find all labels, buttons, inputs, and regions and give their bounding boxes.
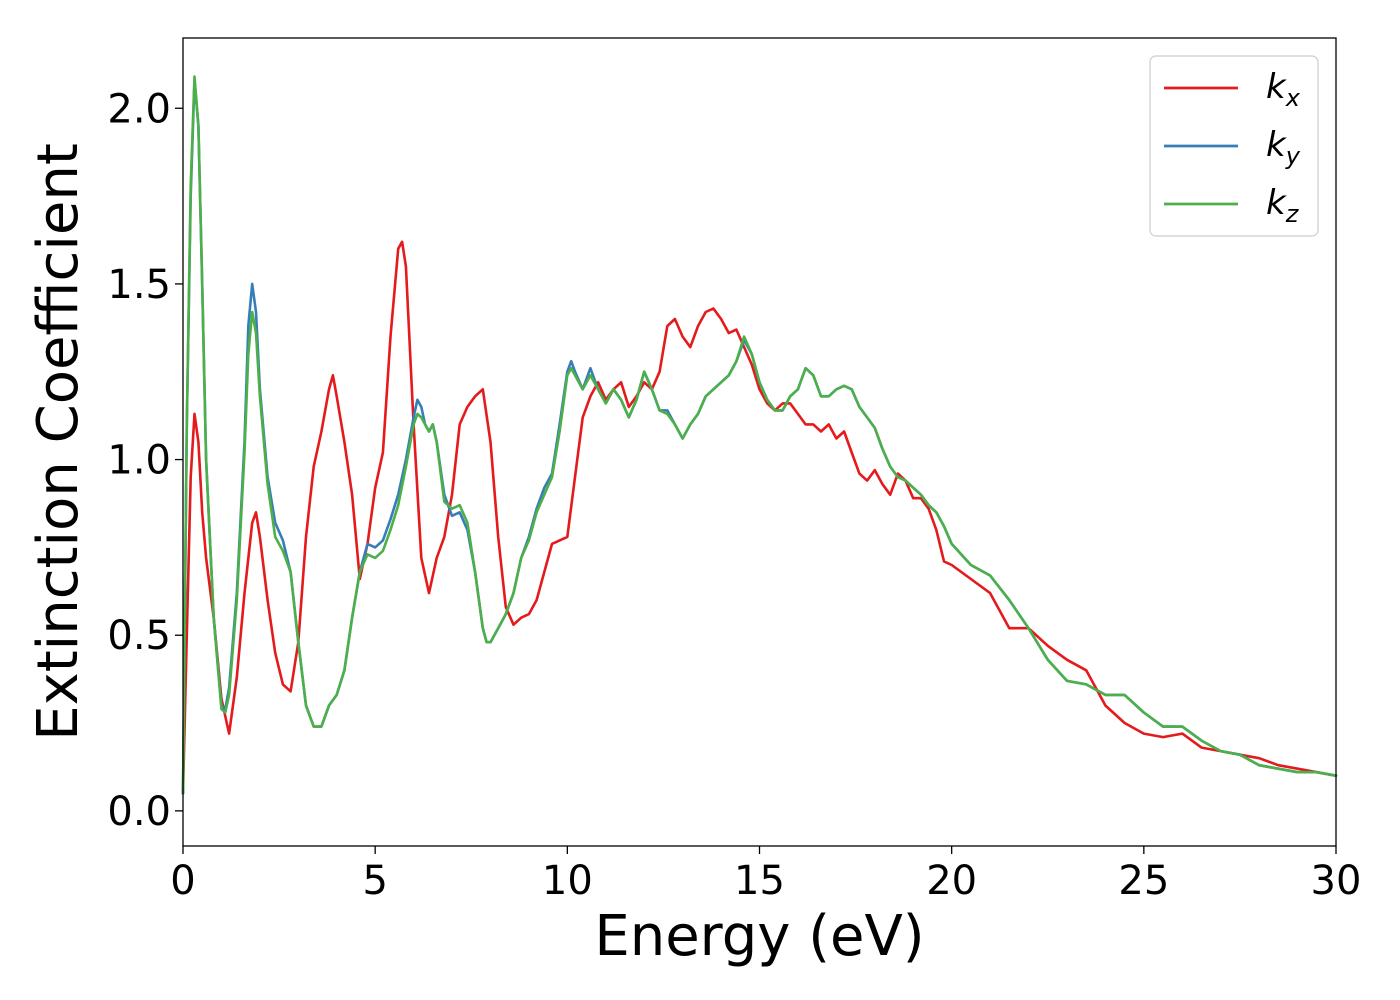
legend-label-k-z: kz [1266, 183, 1300, 228]
legend-label-base: k [1266, 183, 1287, 223]
x-tick-label: 15 [734, 858, 785, 904]
y-axis-ticks: 0.0 0.5 1.0 1.5 2.0 [107, 86, 183, 835]
y-tick-label: 1.5 [107, 262, 171, 308]
series-line-k-z [181, 75, 1338, 795]
series-line-k-x [181, 240, 1338, 795]
legend-label-base: k [1266, 67, 1287, 107]
series-group [181, 75, 1338, 795]
x-tick-label: 25 [1118, 858, 1169, 904]
legend-label-k-x: kx [1266, 67, 1301, 112]
x-tick-label: 10 [542, 858, 593, 904]
legend-label-subscript: x [1285, 84, 1301, 112]
x-axis-ticks: 0 5 10 15 20 25 30 [170, 846, 1361, 904]
y-tick-label: 2.0 [107, 86, 171, 132]
x-tick-label: 30 [1311, 858, 1362, 904]
legend-label-k-y: ky [1266, 125, 1301, 170]
x-tick-label: 0 [170, 858, 195, 904]
y-axis-label: Extinction Coefficient [26, 143, 91, 741]
legend-label-subscript: z [1285, 200, 1300, 228]
x-tick-label: 5 [362, 858, 387, 904]
x-axis-label: Energy (eV) [594, 904, 924, 969]
legend-label-base: k [1266, 125, 1287, 165]
y-tick-label: 0.0 [107, 789, 171, 835]
y-tick-label: 1.0 [107, 438, 171, 484]
x-tick-label: 20 [926, 858, 977, 904]
legend-label-subscript: y [1285, 142, 1301, 170]
y-tick-label: 0.5 [107, 613, 171, 659]
